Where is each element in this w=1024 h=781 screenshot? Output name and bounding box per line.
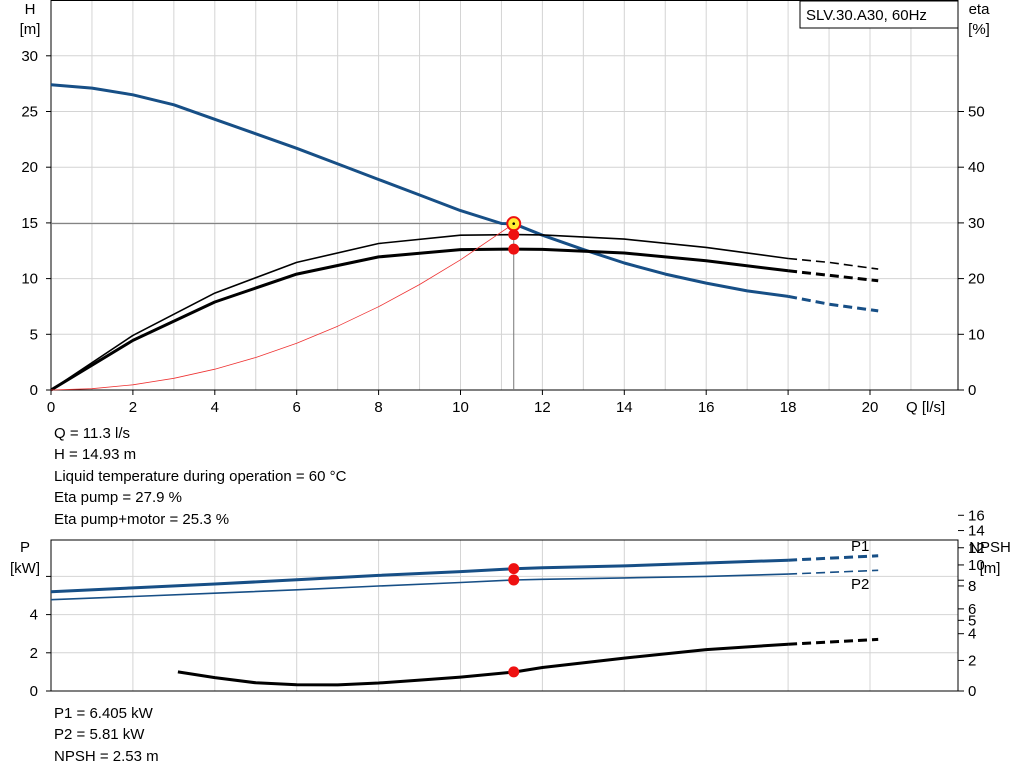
info-head: H = 14.93 m <box>54 446 137 464</box>
eta-pump-motor-curve-dashed <box>787 269 879 283</box>
upper-y2-axis-label-unit: [%] <box>968 21 990 38</box>
upper-x-tick-label: 4 <box>211 399 219 416</box>
p2-curve-solid <box>50 573 789 601</box>
lower-y2-tick-label: 8 <box>968 578 976 595</box>
upper-y-tick-label: 20 <box>21 159 38 176</box>
upper-y-tick-label: 30 <box>21 48 38 65</box>
duty-point-center <box>512 222 516 225</box>
upper-y-tick-label: 10 <box>21 271 38 288</box>
lower-y2-tick-label: 2 <box>968 652 976 669</box>
info-npsh: NPSH = 2.53 m <box>54 747 159 765</box>
duty-marker-eta-pump-motor <box>508 243 520 255</box>
upper-y-axis-label-unit: [m] <box>20 21 41 38</box>
upper-y-tick-label: 25 <box>21 104 38 121</box>
lower-y-axis-label-unit: [kW] <box>10 560 40 577</box>
upper-y-axis-label-h: H <box>25 1 36 18</box>
system-curve-solid <box>50 223 514 391</box>
upper-x-tick-label: 8 <box>374 399 382 416</box>
lower-y2-axis-label-unit: [m] <box>980 560 1001 577</box>
lower-plot-frame <box>50 539 959 692</box>
p1-curve-solid <box>50 558 789 594</box>
p1-curve-label: P1 <box>851 538 869 555</box>
lower-y2-tick-label: 16 <box>968 507 985 524</box>
upper-x-tick-label: 0 <box>47 399 55 416</box>
upper-x-tick-label: 16 <box>698 399 715 416</box>
upper-x-tick-label: 2 <box>129 399 137 416</box>
duty-marker-p1 <box>508 563 520 575</box>
duty-marker-npsh <box>508 666 520 678</box>
upper-plot-frame <box>50 0 959 391</box>
info-eta-pump-motor: Eta pump+motor = 25.3 % <box>54 510 230 528</box>
lower-y2-tick-label: 4 <box>968 626 976 643</box>
lower-y-tick-label: 4 <box>30 607 38 624</box>
upper-y2-tick-label: 20 <box>968 271 985 288</box>
p2-curve-label: P2 <box>851 576 869 593</box>
p2-curve-dashed <box>788 569 879 575</box>
lower-y2-tick-label: 14 <box>968 523 985 540</box>
duty-point-info: Q = 11.3 l/s H = 14.93 m Liquid temperat… <box>54 423 346 530</box>
upper-x-tick-label: 18 <box>780 399 797 416</box>
lower-y2-tick-label: 0 <box>968 683 976 700</box>
upper-y2-axis-label-eta: eta <box>969 1 991 18</box>
lower-y-tick-label: 2 <box>30 645 38 662</box>
info-flow: Q = 11.3 l/s <box>54 425 131 442</box>
upper-y2-tick-label: 30 <box>968 215 985 232</box>
upper-y2-tick-label: 50 <box>968 104 985 121</box>
npsh-curve-dashed <box>788 637 879 646</box>
p1-curve-dashed <box>788 554 879 562</box>
lower-y2-tick-label: 12 <box>968 540 985 557</box>
upper-x-tick-label: 20 <box>862 399 879 416</box>
pump-model-title: SLV.30.A30, 60Hz <box>806 7 927 24</box>
info-p1: P1 = 6.405 kW <box>54 705 153 722</box>
npsh-curve-solid <box>177 642 789 687</box>
upper-y2-tick-label: 40 <box>968 159 985 176</box>
lower-y2-axis-label-npsh: NPSH <box>969 539 1011 556</box>
info-eta-pump: Eta pump = 27.9 % <box>54 489 182 507</box>
upper-y-tick-label: 15 <box>21 215 38 232</box>
eta-pump-motor-curve-solid <box>50 247 789 392</box>
power-info: P1 = 6.405 kW P2 = 5.81 kW NPSH = 2.53 m <box>54 703 159 767</box>
lower-y-axis-label-p: P <box>20 539 30 556</box>
upper-y2-tick-label: 0 <box>968 382 976 399</box>
upper-y-tick-label: 0 <box>30 382 38 399</box>
qh-curve-solid <box>50 83 789 298</box>
eta-pump-curve-solid <box>50 233 789 391</box>
qh-curve-dashed <box>787 294 879 313</box>
info-liquid-temperature: Liquid temperature during operation = 60… <box>54 467 347 485</box>
duty-marker-p2 <box>508 574 520 586</box>
upper-y-tick-label: 5 <box>30 326 38 343</box>
upper-x-tick-label: 6 <box>293 399 301 416</box>
upper-x-tick-label: 14 <box>616 399 633 416</box>
pump-model-box <box>799 0 959 29</box>
eta-pump-curve-dashed <box>788 257 879 270</box>
upper-y2-tick-label: 10 <box>968 326 985 343</box>
duty-marker-eta-pump <box>508 229 520 241</box>
lower-y2-tick-label: 6 <box>968 601 976 618</box>
info-p2: P2 = 5.81 kW <box>54 726 145 744</box>
upper-x-axis-label: Q [l/s] <box>906 399 945 416</box>
lower-y-tick-label: 0 <box>30 683 38 700</box>
lower-y2-tick-label: 5 <box>968 612 976 629</box>
lower-y2-tick-label: 10 <box>968 557 985 574</box>
upper-x-tick-label: 12 <box>534 399 551 416</box>
upper-x-tick-label: 10 <box>452 399 469 416</box>
